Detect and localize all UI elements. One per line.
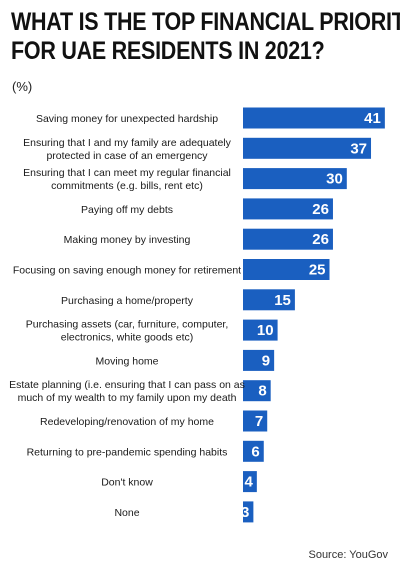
bar-13 [243,501,254,523]
bar-value-label-13: 3 [241,504,249,521]
category-label-0: Saving money for unexpected hardship [36,113,218,125]
bar-7 [243,319,278,341]
bar-0 [243,107,385,129]
unit-label: (%) [12,79,33,94]
bar-value-label-9: 8 [258,383,266,400]
bar-3 [243,198,333,220]
category-label-line: Redeveloping/renovation of my home [40,416,214,428]
bar-value-label-2: 30 [326,171,343,188]
category-label-line: Estate planning (i.e. ensuring that I ca… [9,379,245,391]
bar-6 [243,289,295,311]
category-label-11: Returning to pre-pandemic spending habit… [27,446,228,458]
bar-11 [243,440,264,462]
category-label-10: Redeveloping/renovation of my home [40,416,214,428]
bar-value-label-3: 26 [312,201,329,218]
bar-value-label-7: 10 [257,322,274,339]
category-label-line: much of my wealth to my family upon my d… [18,392,237,404]
category-label-line: Making money by investing [64,234,191,246]
bar-9 [243,380,271,402]
bar-value-label-11: 6 [251,443,259,460]
category-label-13: None [114,507,139,519]
chart-title-line-2: FOR UAE RESIDENTS IN 2021? [11,37,325,65]
source-note: Source: YouGov [308,549,388,561]
category-label-line: Paying off my debts [81,204,173,216]
bar-value-label-5: 25 [309,262,326,279]
bar-value-label-10: 7 [255,413,263,430]
bar-value-label-4: 26 [312,231,329,248]
category-label-line: Purchasing assets (car, furniture, compu… [26,319,229,331]
category-label-8: Moving home [95,355,158,367]
bar-4 [243,228,333,250]
bar-12 [243,471,257,493]
category-label-line: protected in case of an emergency [46,150,208,162]
bar-value-label-1: 37 [350,140,367,157]
category-label-4: Making money by investing [64,234,191,246]
category-label-2: Ensuring that I can meet my regular fina… [23,167,231,192]
category-label-line: Focusing on saving enough money for reti… [13,265,241,277]
category-label-line: Moving home [95,355,158,367]
category-label-1: Ensuring that I and my family are adequa… [23,137,232,162]
category-label-line: commitments (e.g. bills, rent etc) [51,180,203,192]
bar-value-label-8: 9 [262,352,270,369]
category-label-12: Don't know [101,477,153,489]
bar-8 [243,349,275,371]
category-label-line: Don't know [101,477,153,489]
category-label-line: Ensuring that I can meet my regular fina… [23,167,231,179]
category-label-7: Purchasing assets (car, furniture, compu… [26,319,229,344]
bar-1 [243,137,372,159]
bar-value-label-6: 15 [274,292,291,309]
chart-title: WHAT IS THE TOP FINANCIAL PRIORITY FOR U… [11,8,400,66]
bar-5 [243,259,330,280]
category-label-line: electronics, white goods etc) [61,332,193,344]
bar-2 [243,168,347,190]
bar-10 [243,410,268,432]
category-label-line: Purchasing a home/property [61,295,194,307]
bar-value-label-12: 4 [244,474,253,491]
category-label-line: Returning to pre-pandemic spending habit… [27,446,228,458]
category-label-line: Ensuring that I and my family are adequa… [23,137,232,149]
category-label-line: Saving money for unexpected hardship [36,113,218,125]
bar-value-label-0: 41 [364,110,381,127]
chart-title-line-1: WHAT IS THE TOP FINANCIAL PRIORITY [11,8,400,36]
category-label-5: Focusing on saving enough money for reti… [13,265,241,277]
category-label-6: Purchasing a home/property [61,295,194,307]
category-label-line: None [114,507,139,519]
category-label-9: Estate planning (i.e. ensuring that I ca… [9,379,245,404]
category-label-3: Paying off my debts [81,204,173,216]
